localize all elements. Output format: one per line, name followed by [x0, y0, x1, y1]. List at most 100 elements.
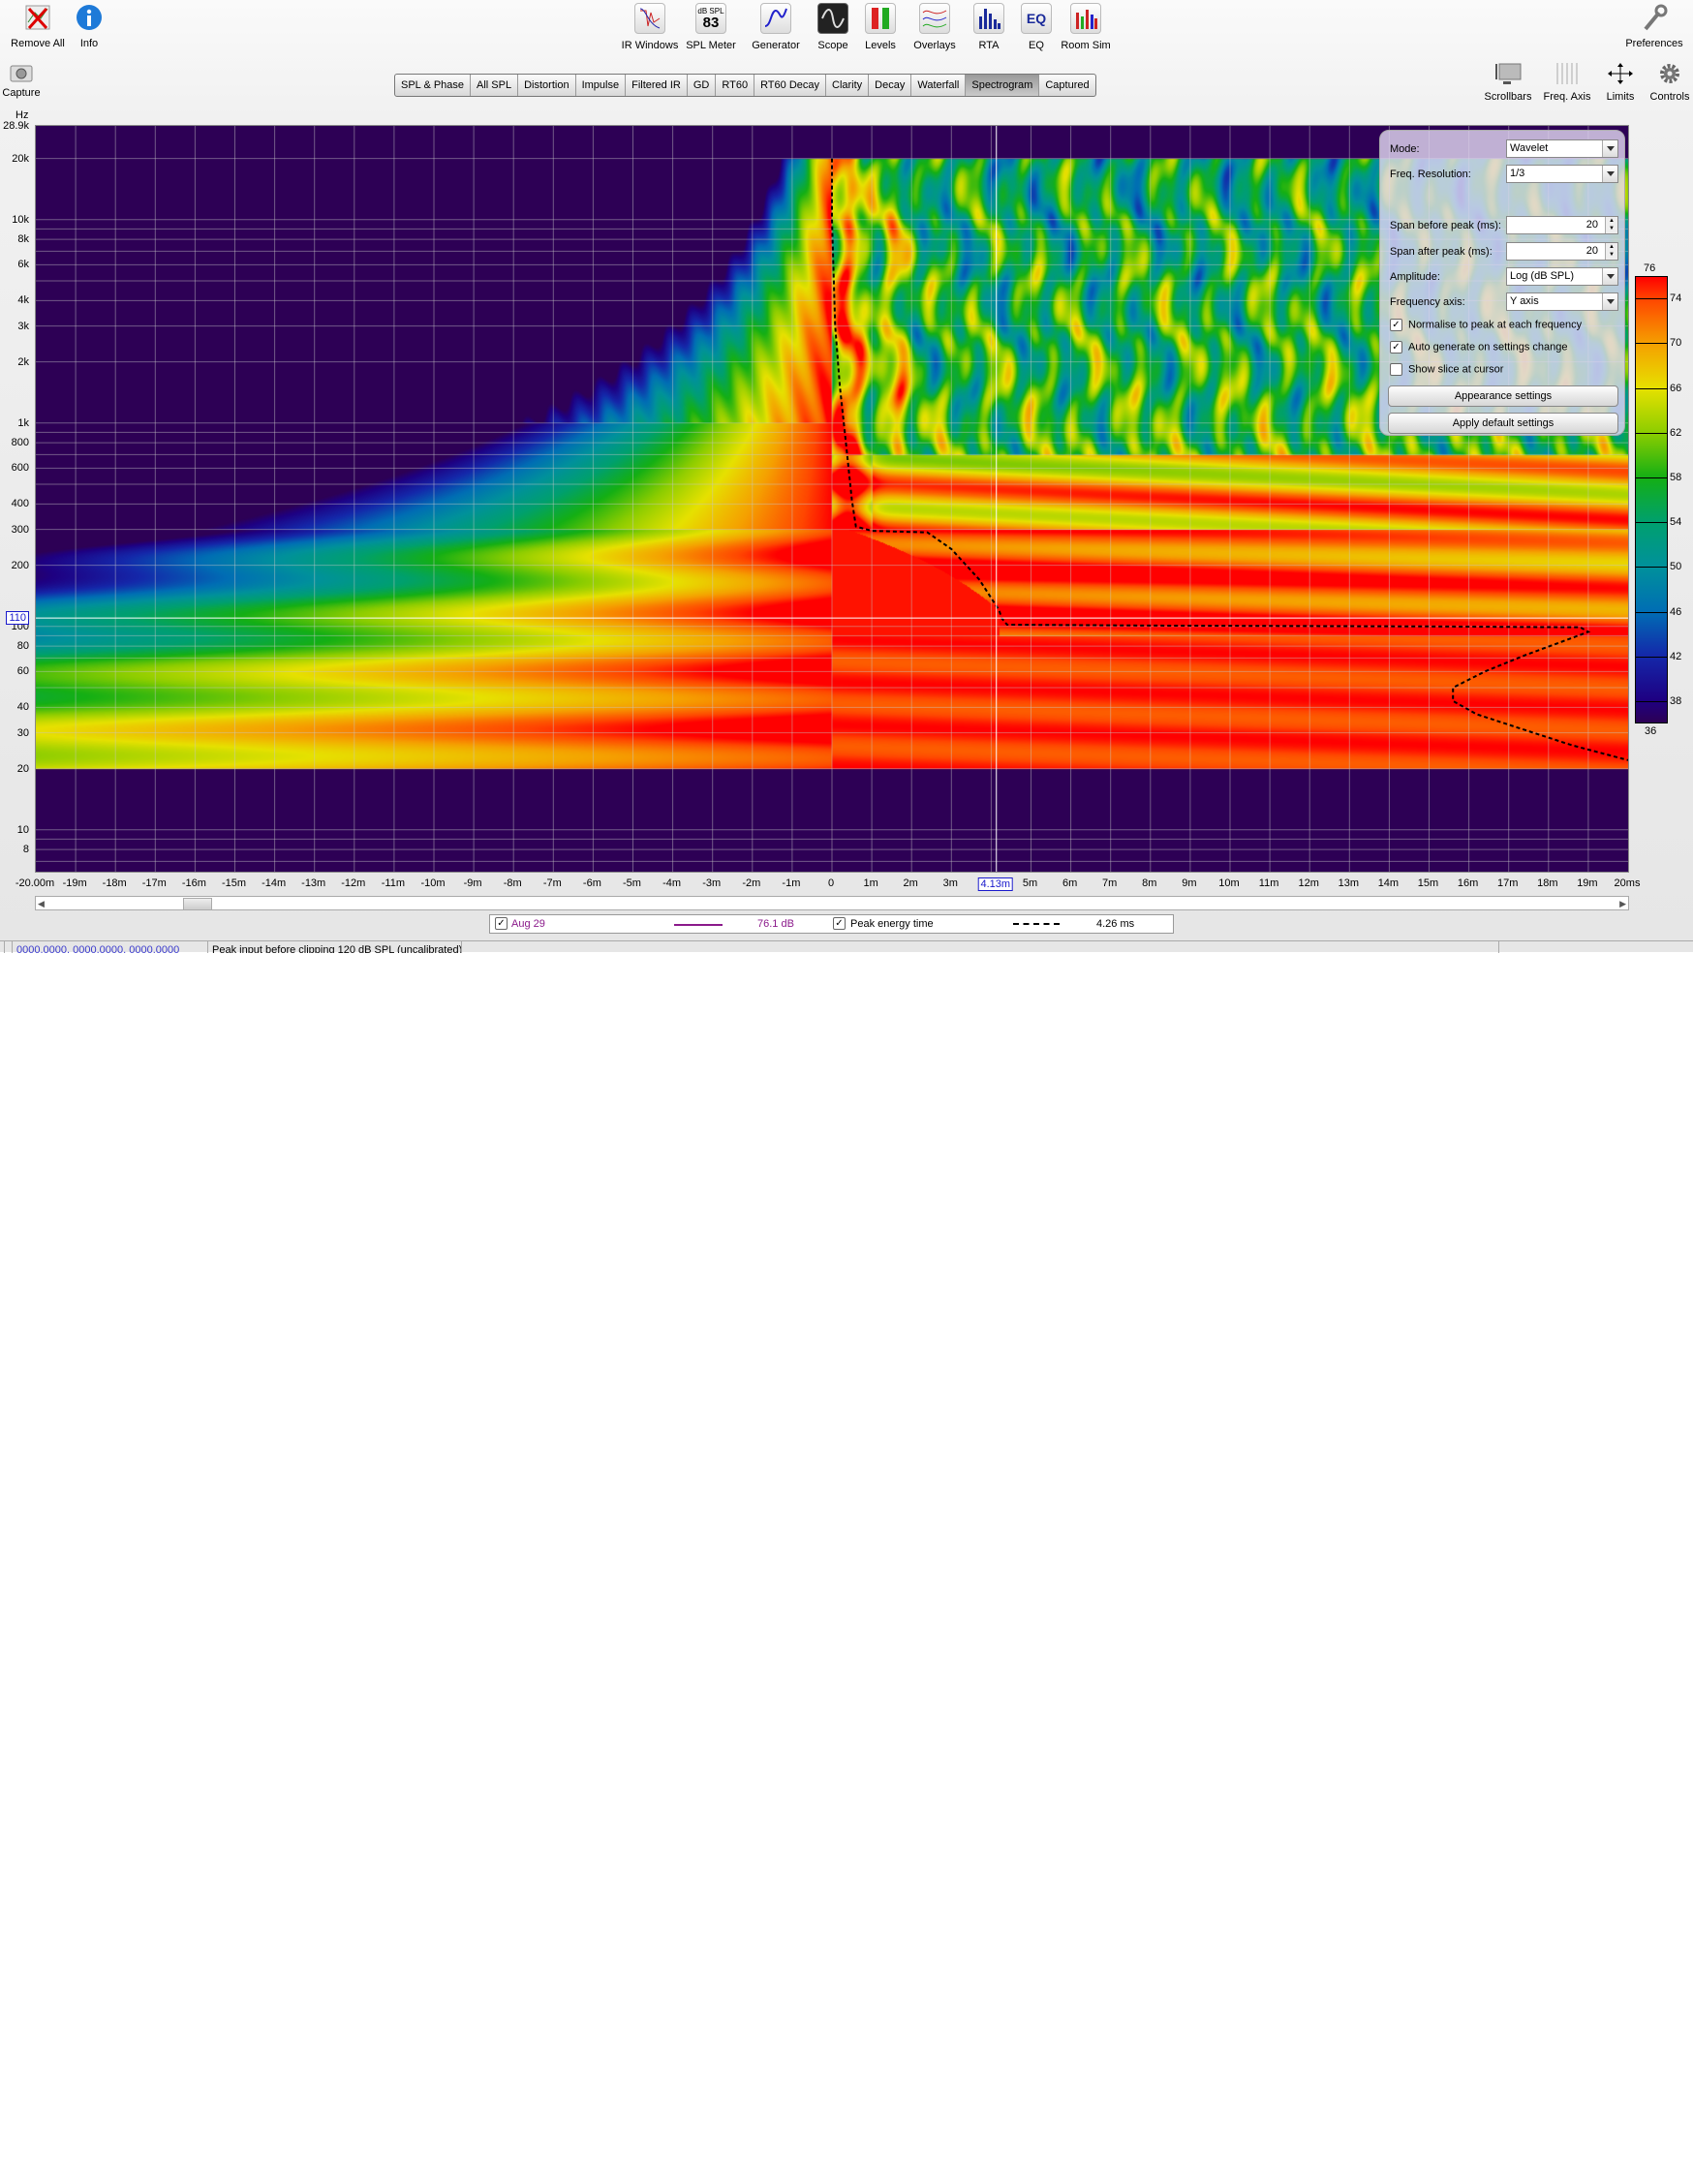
- x-tick-label: 2m: [903, 877, 918, 889]
- limits-button[interactable]: Limits: [1586, 62, 1654, 103]
- x-tick-label: -12m: [341, 877, 366, 889]
- scrollbar-thumb[interactable]: [183, 898, 212, 910]
- cursor-y-label: 110: [6, 611, 29, 626]
- tab-filtered-ir[interactable]: Filtered IR: [626, 75, 688, 96]
- generator-button[interactable]: Generator: [742, 3, 810, 51]
- y-tick-label: 400: [11, 498, 29, 510]
- x-tick-label: -20.00m: [15, 877, 55, 889]
- tab-clarity[interactable]: Clarity: [826, 75, 870, 96]
- gear-icon: [1655, 62, 1684, 85]
- tab-decay[interactable]: Decay: [869, 75, 912, 96]
- tab-distortion[interactable]: Distortion: [518, 75, 576, 96]
- remove-all-button[interactable]: Remove All: [4, 3, 72, 49]
- x-tick-label: -14m: [262, 877, 287, 889]
- x-tick-label: -8m: [503, 877, 522, 889]
- x-tick-label: -17m: [141, 877, 167, 889]
- span-before-stepper[interactable]: ▲ ▼: [1605, 217, 1617, 233]
- y-tick-label: 300: [11, 523, 29, 536]
- mode-select[interactable]: Wavelet: [1506, 139, 1618, 158]
- horizontal-scrollbar[interactable]: ◀ ▶: [35, 896, 1629, 910]
- preferences-label: Preferences: [1625, 38, 1683, 49]
- checkbox-unchecked[interactable]: [1390, 363, 1402, 376]
- x-tick-label: 19m: [1577, 877, 1598, 889]
- overlays-button[interactable]: Overlays: [901, 3, 969, 51]
- ir-windows-button[interactable]: IR Windows: [616, 3, 684, 51]
- x-tick-label: -5m: [623, 877, 641, 889]
- autogen-checkbox[interactable]: ✓ Auto generate on settings change: [1390, 341, 1568, 354]
- limits-arrows-icon: [1606, 62, 1635, 85]
- rta-button[interactable]: RTA: [955, 3, 1023, 51]
- amplitude-select[interactable]: Log (dB SPL): [1506, 267, 1618, 286]
- y-tick-label: 8k: [17, 233, 29, 246]
- info-button[interactable]: Info: [55, 3, 123, 49]
- tab-rt60[interactable]: RT60: [716, 75, 755, 96]
- freq-axis-icon: [1553, 62, 1582, 85]
- capture-button[interactable]: Capture: [0, 62, 55, 99]
- colorbar-tick-label: 58: [1670, 471, 1682, 483]
- y-tick-label: 200: [11, 559, 29, 571]
- y-tick-label: 1k: [17, 416, 29, 429]
- checkbox-checked[interactable]: ✓: [1390, 341, 1402, 354]
- spectrogram-controls-panel: Mode: Wavelet Freq. Resolution: 1/3 Span…: [1379, 130, 1625, 436]
- eq-button[interactable]: EQ EQ: [1002, 3, 1070, 51]
- colorbar-tick: [1635, 477, 1668, 478]
- scroll-right-arrow-icon[interactable]: ▶: [1619, 899, 1626, 908]
- info-icon: [75, 3, 104, 32]
- spl-meter-unit: dB SPL: [697, 6, 724, 15]
- x-tick-label: 0: [827, 877, 835, 889]
- status-coordinates: 0000.0000, 0000.0000, 0000.0000: [16, 944, 180, 953]
- tab-gd[interactable]: GD: [688, 75, 717, 96]
- tab-spectrogram[interactable]: Spectrogram: [966, 75, 1040, 96]
- span-after-stepper[interactable]: ▲ ▼: [1605, 243, 1617, 260]
- y-axis-unit: Hz: [15, 109, 29, 121]
- x-tick-label: 11m: [1258, 877, 1279, 889]
- freq-resolution-label: Freq. Resolution:: [1390, 169, 1471, 180]
- normalise-checkbox[interactable]: ✓ Normalise to peak at each frequency: [1390, 319, 1582, 331]
- tab-rt60-decay[interactable]: RT60 Decay: [754, 75, 826, 96]
- tab-captured[interactable]: Captured: [1045, 79, 1090, 91]
- apply-default-settings-button[interactable]: Apply default settings: [1388, 413, 1618, 434]
- graph-tabs: SPL & Phase All SPL Distortion Impulse Filte…: [394, 74, 1096, 97]
- overlays-label: Overlays: [913, 40, 956, 51]
- measurement-checkbox[interactable]: ✓: [495, 917, 508, 930]
- colorbar-tick: [1635, 432, 1668, 434]
- wrench-icon: [1640, 3, 1669, 32]
- x-tick-label: -19m: [62, 877, 87, 889]
- remove-all-icon: [23, 3, 52, 32]
- levels-button[interactable]: Levels: [846, 3, 914, 51]
- span-before-input[interactable]: 20 ▲ ▼: [1506, 216, 1618, 234]
- controls-button[interactable]: Controls: [1636, 62, 1693, 103]
- scope-button[interactable]: Scope: [799, 3, 867, 51]
- colorbar: [1635, 276, 1668, 723]
- autogen-label: Auto generate on settings change: [1408, 341, 1568, 354]
- scroll-left-arrow-icon[interactable]: ◀: [38, 899, 45, 908]
- tab-waterfall[interactable]: Waterfall: [911, 75, 967, 96]
- peak-energy-checkbox[interactable]: ✓: [833, 917, 846, 930]
- tab-spl-phase[interactable]: SPL & Phase: [395, 75, 472, 96]
- camera-icon: [9, 62, 34, 83]
- freq-resolution-select[interactable]: 1/3: [1506, 165, 1618, 183]
- x-tick-label: -3m: [702, 877, 722, 889]
- spectrogram-plot[interactable]: [35, 125, 1629, 873]
- appearance-settings-button[interactable]: Appearance settings: [1388, 385, 1618, 407]
- freq-axis-button[interactable]: Freq. Axis: [1533, 62, 1601, 103]
- y-tick-label: 800: [11, 437, 29, 449]
- tab-impulse[interactable]: Impulse: [576, 75, 627, 96]
- room-sim-button[interactable]: Room Sim: [1052, 3, 1120, 51]
- x-tick-label: -4m: [662, 877, 682, 889]
- checkbox-checked[interactable]: ✓: [1390, 319, 1402, 331]
- generator-icon: [760, 3, 791, 34]
- colorbar-tick-label: 54: [1670, 516, 1682, 529]
- spl-meter-button[interactable]: dB SPL 83 SPL Meter: [677, 3, 745, 51]
- frequency-axis-label: Frequency axis:: [1390, 296, 1465, 308]
- y-tick-label: 40: [16, 701, 29, 714]
- scrollbars-button[interactable]: Scrollbars: [1474, 62, 1542, 103]
- preferences-button[interactable]: Preferences: [1620, 3, 1688, 49]
- show-slice-checkbox[interactable]: Show slice at cursor: [1390, 363, 1503, 376]
- y-tick-label: 2k: [17, 355, 29, 368]
- span-after-input[interactable]: 20 ▲ ▼: [1506, 242, 1618, 261]
- frequency-axis-select[interactable]: Y axis: [1506, 292, 1618, 311]
- tab-all-spl[interactable]: All SPL: [471, 75, 519, 96]
- x-tick-label: -16m: [181, 877, 206, 889]
- remove-all-label: Remove All: [11, 38, 65, 49]
